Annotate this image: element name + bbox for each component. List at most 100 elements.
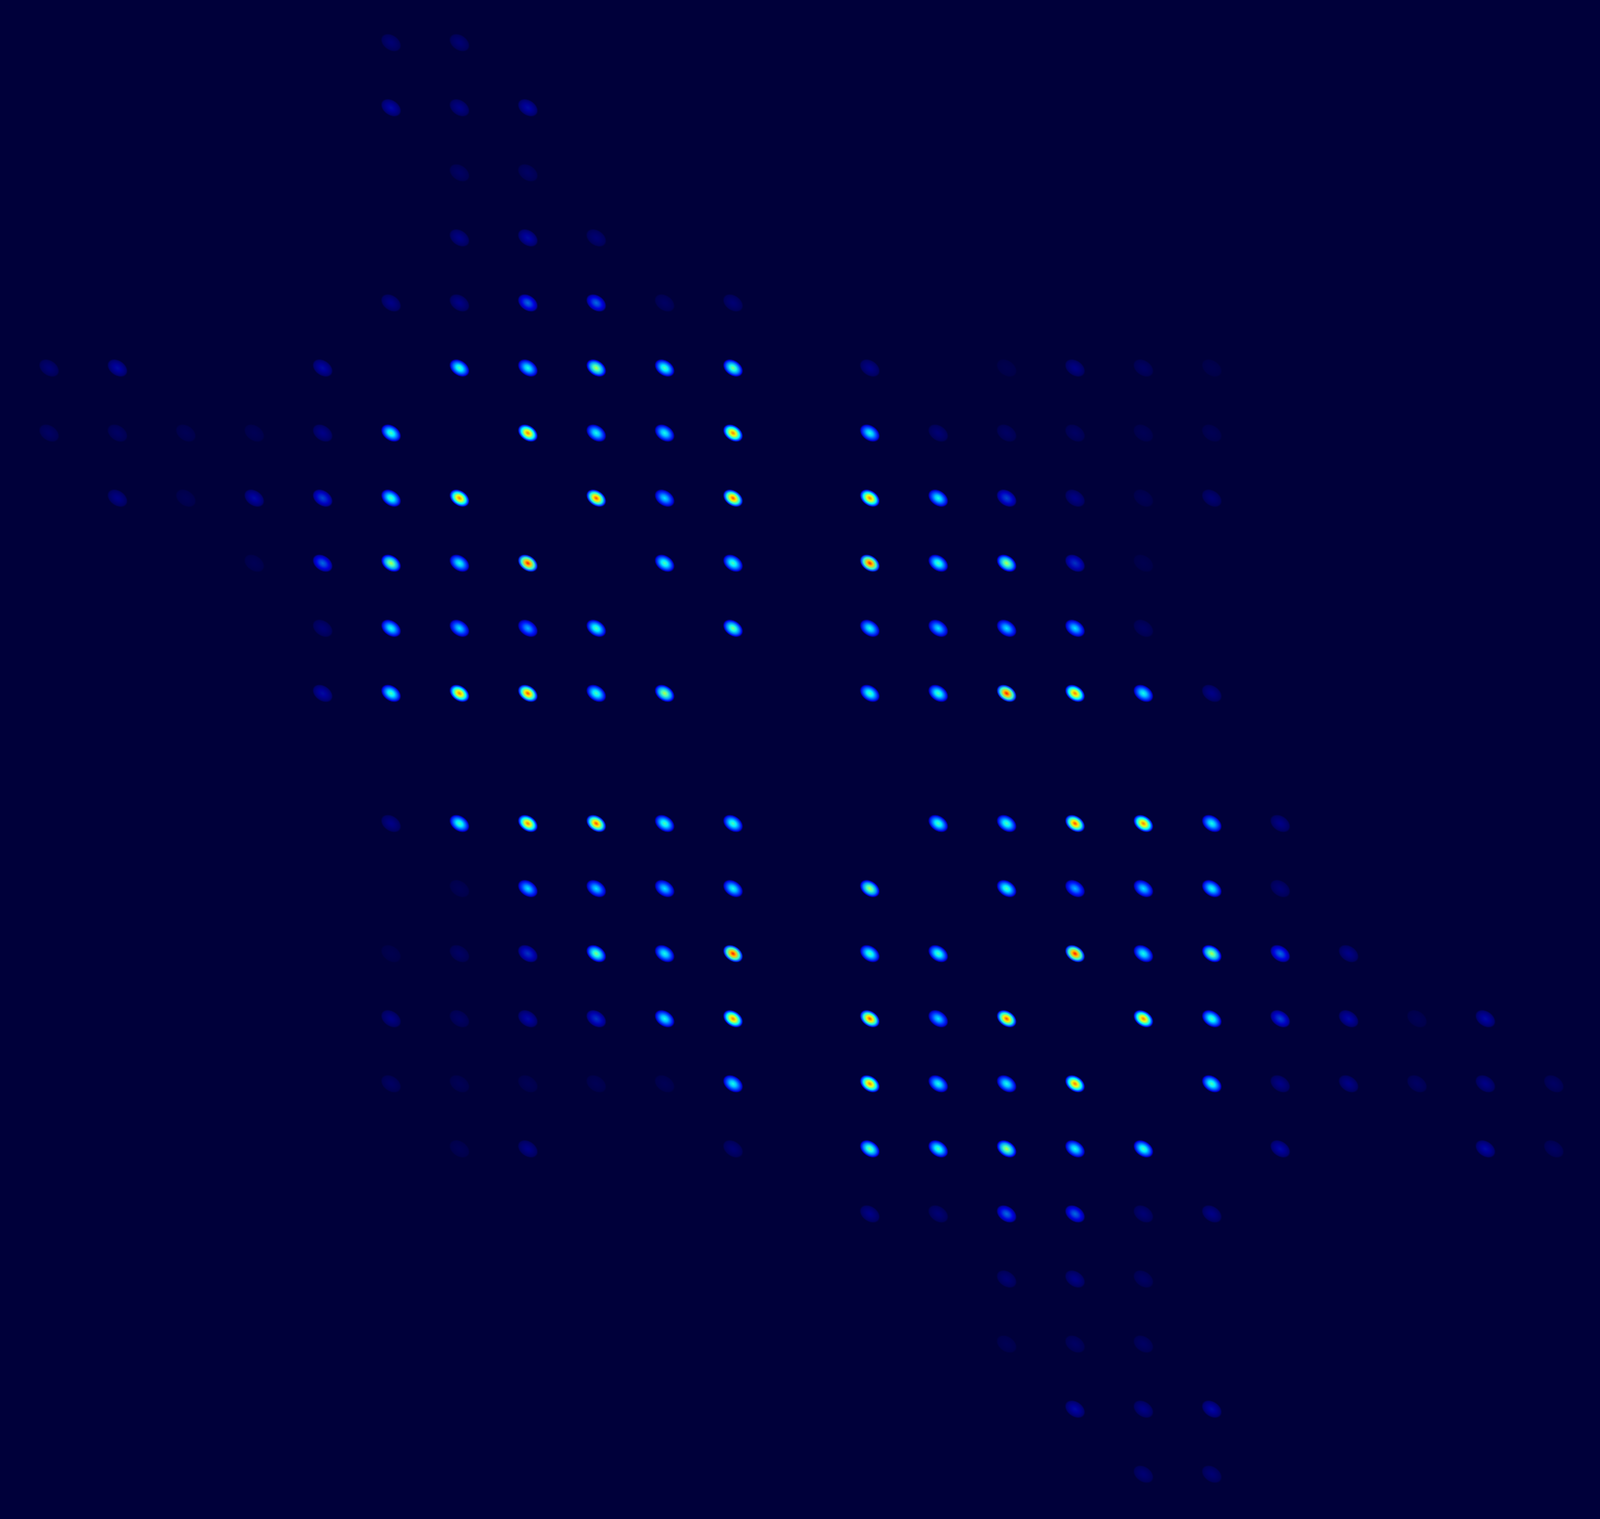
cell xyxy=(308,160,337,186)
cell xyxy=(650,94,679,121)
cell xyxy=(924,1005,953,1032)
cell xyxy=(787,1331,816,1357)
cell xyxy=(1266,550,1295,576)
cell xyxy=(35,290,64,316)
cell xyxy=(582,680,611,707)
cell xyxy=(103,745,132,771)
cell xyxy=(514,354,542,381)
cell xyxy=(718,875,747,901)
cell xyxy=(992,810,1021,837)
cell xyxy=(35,484,64,511)
cell xyxy=(1266,1070,1295,1097)
cell xyxy=(514,94,542,121)
cell xyxy=(445,745,474,771)
cell xyxy=(787,484,816,511)
cell xyxy=(376,810,405,837)
cell xyxy=(787,745,816,771)
cell xyxy=(924,420,953,446)
cell xyxy=(582,875,611,901)
cell xyxy=(924,680,953,707)
cell xyxy=(35,745,64,771)
cell xyxy=(1403,1005,1431,1032)
cell xyxy=(1471,1395,1500,1422)
cell xyxy=(1334,1135,1363,1162)
cell xyxy=(308,29,337,56)
cell xyxy=(35,224,64,251)
cell xyxy=(1471,1265,1500,1292)
cell xyxy=(1060,224,1089,251)
cell xyxy=(240,745,269,771)
cell xyxy=(992,1201,1021,1227)
cell xyxy=(1334,745,1363,771)
cell xyxy=(103,1201,132,1227)
cell xyxy=(1266,29,1295,56)
cell xyxy=(1060,875,1089,901)
cell xyxy=(1540,420,1568,446)
cell xyxy=(103,1265,132,1292)
cell xyxy=(1266,1461,1295,1487)
cell xyxy=(1060,420,1089,446)
cell xyxy=(445,290,474,316)
cell xyxy=(1471,290,1500,316)
cell xyxy=(1471,1005,1500,1032)
cell xyxy=(1403,940,1431,967)
cell xyxy=(787,1135,816,1162)
cell xyxy=(787,290,816,316)
cell xyxy=(514,1070,542,1097)
cell xyxy=(1540,745,1568,771)
cell xyxy=(376,1331,405,1357)
cell xyxy=(1060,1395,1089,1422)
cell xyxy=(103,29,132,56)
cell xyxy=(787,810,816,837)
cell xyxy=(1540,810,1568,837)
cell xyxy=(1266,875,1295,901)
cell xyxy=(856,224,884,251)
cell xyxy=(35,1395,64,1422)
cell xyxy=(1540,940,1568,967)
cell xyxy=(240,680,269,707)
cell xyxy=(240,1461,269,1487)
cell xyxy=(582,1005,611,1032)
cell xyxy=(1471,94,1500,121)
cell xyxy=(240,420,269,446)
cell xyxy=(172,354,200,381)
cell xyxy=(1266,1395,1295,1422)
cell xyxy=(718,1135,747,1162)
cell xyxy=(103,354,132,381)
cell xyxy=(1334,1461,1363,1487)
cell xyxy=(514,875,542,901)
cell xyxy=(718,1461,747,1487)
cell xyxy=(650,680,679,707)
cell xyxy=(992,94,1021,121)
cell xyxy=(514,1135,542,1162)
cell xyxy=(1060,940,1089,967)
cell xyxy=(103,160,132,186)
cell xyxy=(376,354,405,381)
cell xyxy=(376,224,405,251)
cell xyxy=(445,224,474,251)
cell xyxy=(856,1070,884,1097)
cell xyxy=(1403,354,1431,381)
cell xyxy=(1334,94,1363,121)
cell xyxy=(172,1135,200,1162)
cell xyxy=(514,1331,542,1357)
cell xyxy=(924,290,953,316)
cell xyxy=(787,29,816,56)
cell xyxy=(240,940,269,967)
cell xyxy=(992,1395,1021,1422)
cell xyxy=(240,1201,269,1227)
cell xyxy=(992,940,1021,967)
cell xyxy=(1129,1331,1157,1357)
cell xyxy=(445,29,474,56)
cell xyxy=(1198,550,1226,576)
cell xyxy=(1471,680,1500,707)
cell xyxy=(582,745,611,771)
cell xyxy=(1060,550,1089,576)
cell xyxy=(992,29,1021,56)
cell xyxy=(718,940,747,967)
cell xyxy=(1060,484,1089,511)
cell xyxy=(1198,745,1226,771)
cell xyxy=(1198,1005,1226,1032)
cell xyxy=(856,615,884,641)
cell xyxy=(1540,1395,1568,1422)
